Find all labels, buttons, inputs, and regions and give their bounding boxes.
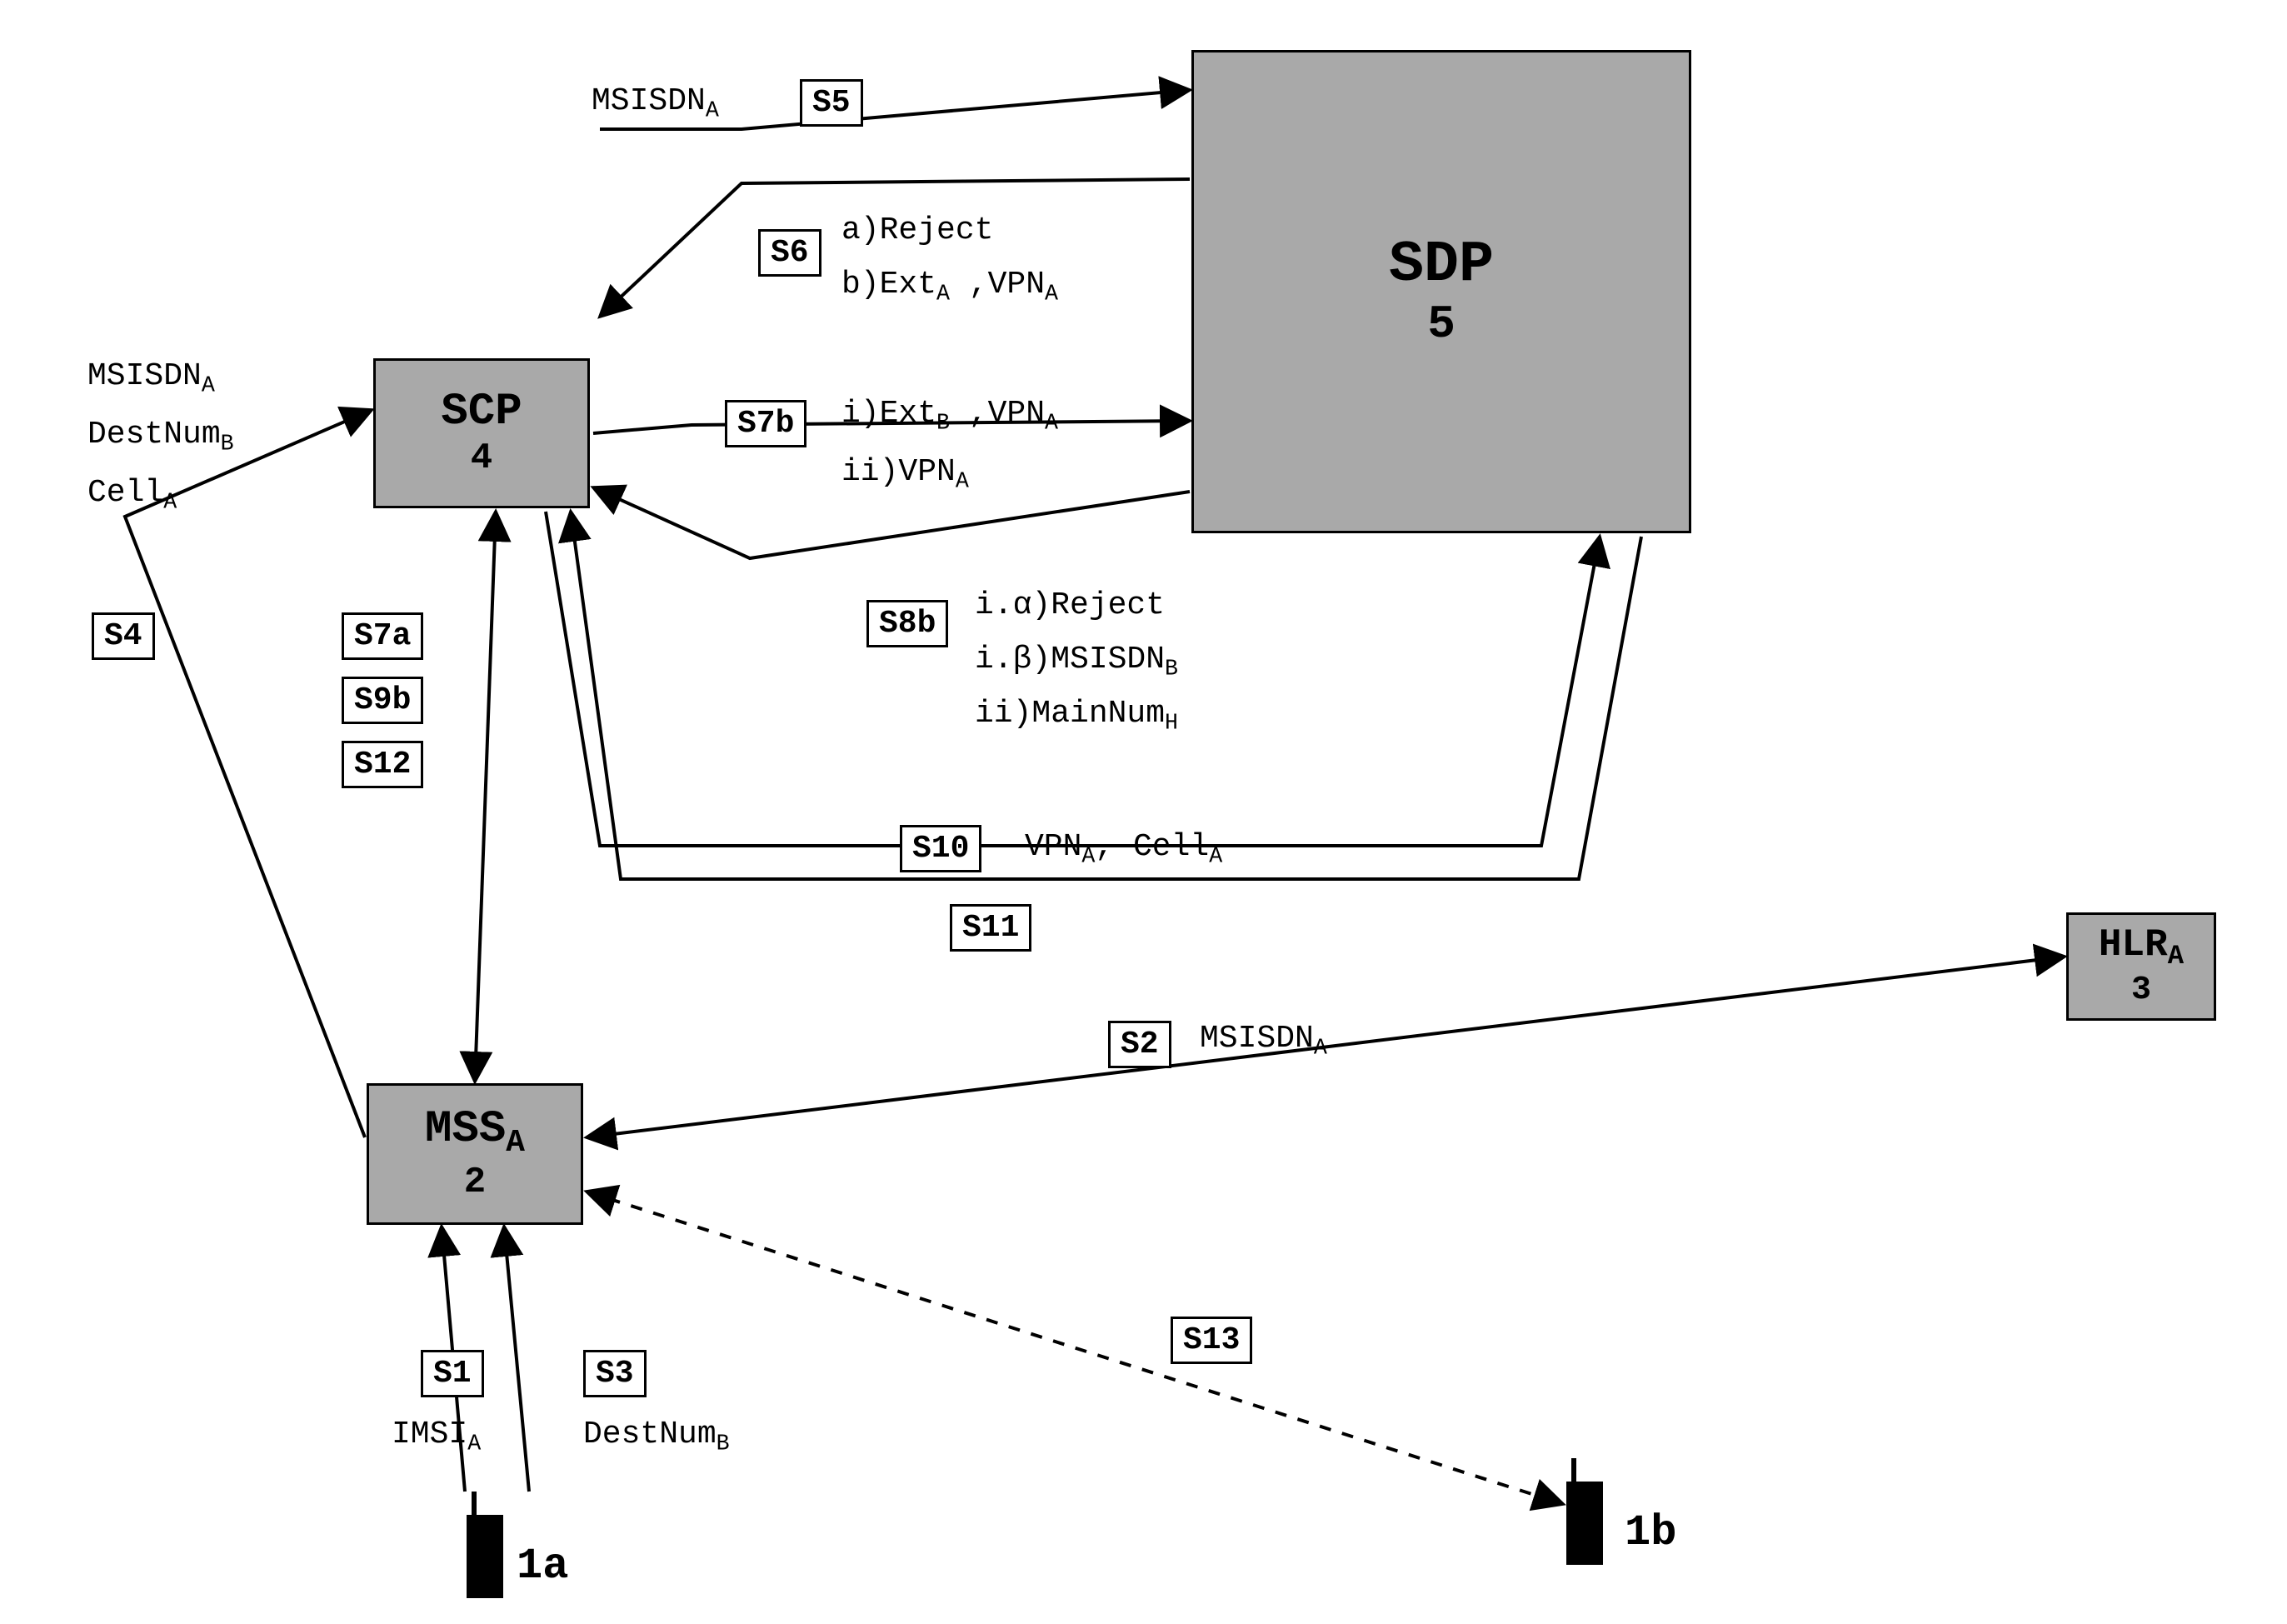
label-s8b_ii: ii)MainNumH [975,696,1178,736]
label-s7b_i: i)ExtB ,VPNA [841,396,1058,436]
step-s7b: S7b [725,400,806,447]
step-s11: S11 [950,904,1031,952]
phone-b-label: 1b [1625,1508,1676,1557]
label-s4_l3: CellA [87,475,177,515]
label-s1_lbl: IMSIA [392,1417,481,1457]
edge-s4 [125,410,372,1137]
step-s10: S10 [900,825,981,872]
node-scp: SCP4 [373,358,590,508]
node-scp-num: 4 [471,437,492,479]
step-s6: S6 [758,229,821,277]
label-s7b_ii: ii)VPNA [841,454,969,494]
node-sdp: SDP5 [1191,50,1691,533]
edge-s8b [593,487,1190,558]
node-mss-num: 2 [464,1162,486,1203]
step-s2: S2 [1108,1021,1171,1068]
node-hlr-num: 3 [2131,972,2151,1009]
step-s12: S12 [342,741,423,788]
step-s13: S13 [1171,1317,1252,1364]
step-s7a: S7a [342,612,423,660]
step-s3: S3 [583,1350,647,1397]
label-s4_l2: DestNumB [87,417,234,457]
label-s10_lbl: VPNA, CellA [1025,829,1222,869]
phone-b-icon [1566,1458,1603,1565]
label-s2_lbl: MSISDNA [1200,1021,1327,1061]
node-hlr-label: HLRA [2099,924,2184,972]
phone-a-icon [467,1492,503,1598]
label-msisdn_a_s5: MSISDNA [592,83,719,123]
label-s4_l1: MSISDNA [87,358,215,398]
edge-s13 [587,1192,1563,1504]
label-s6_a: a)Reject [841,212,993,248]
node-mss: MSSA2 [367,1083,583,1225]
label-s8b_ia: i.α)Reject [975,587,1165,623]
step-s8b: S8b [866,600,948,647]
node-scp-label: SCP [441,387,522,437]
step-s5: S5 [800,79,863,127]
edge-s3 [504,1227,529,1492]
node-hlr: HLRA3 [2066,912,2216,1021]
node-sdp-num: 5 [1427,297,1456,351]
edge-s7a_s9b_s12 [475,512,496,1082]
step-s1: S1 [421,1350,484,1397]
label-s3_lbl: DestNumB [583,1417,730,1457]
label-s6_b: b)ExtA ,VPNA [841,267,1058,307]
step-s4: S4 [92,612,155,660]
node-mss-label: MSSA [425,1105,525,1161]
step-s9b: S9b [342,677,423,724]
phone-a-label: 1a [517,1542,568,1591]
node-sdp-label: SDP [1389,233,1494,297]
label-s8b_ib: i.β)MSISDNB [975,642,1178,682]
